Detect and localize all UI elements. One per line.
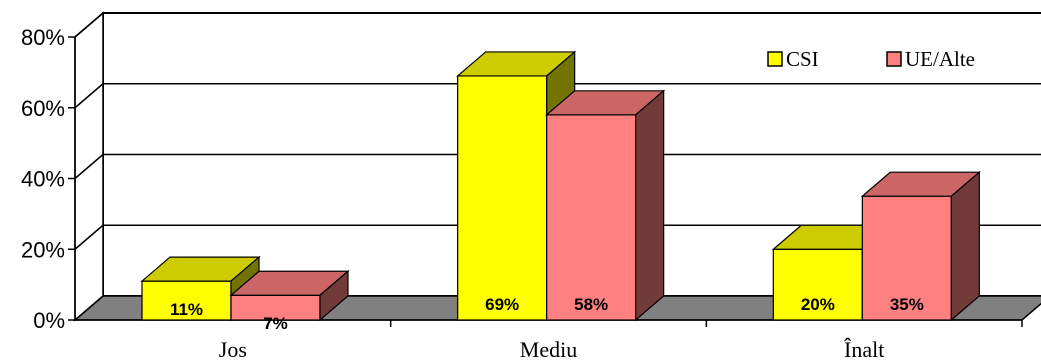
bar-front-CSI-Mediu xyxy=(457,75,548,321)
legend-swatch-UE/Alte xyxy=(886,51,902,67)
legend-label: UE/Alte xyxy=(905,47,975,71)
gridline-side xyxy=(74,153,104,180)
legend-label: CSI xyxy=(786,47,819,71)
bar-front-CSI-Înalt xyxy=(772,248,863,321)
x-tick-label: Înalt xyxy=(844,337,884,360)
data-label: 58% xyxy=(574,295,608,314)
y-tick-label: 60% xyxy=(21,96,65,121)
legend-swatch-CSI xyxy=(767,51,783,67)
bar-front-CSI-Jos xyxy=(141,280,232,321)
x-tick-label: Jos xyxy=(219,337,247,360)
y-tick-label: 40% xyxy=(21,167,65,192)
y-tick-label: 80% xyxy=(21,25,65,50)
gridline-side xyxy=(74,224,104,250)
x-tick-label: Mediu xyxy=(520,337,577,360)
data-label: 20% xyxy=(801,295,835,314)
gridline-side xyxy=(74,83,104,109)
bar-side-UE/Alte-Înalt xyxy=(950,170,980,322)
data-label: 11% xyxy=(170,300,203,319)
y-tick-label: 0% xyxy=(33,308,65,333)
bar-front-UE/Alte-Înalt xyxy=(861,195,952,321)
gridline-side xyxy=(74,12,104,38)
data-label: 35% xyxy=(890,295,924,314)
bar-front-UE/Alte-Mediu xyxy=(546,114,637,321)
bar-side-UE/Alte-Mediu xyxy=(635,89,665,322)
bar-side-UE/Alte-Jos xyxy=(319,269,349,322)
data-label: 69% xyxy=(485,295,519,314)
data-label: 7% xyxy=(263,314,288,333)
y-tick-label: 20% xyxy=(21,237,65,262)
